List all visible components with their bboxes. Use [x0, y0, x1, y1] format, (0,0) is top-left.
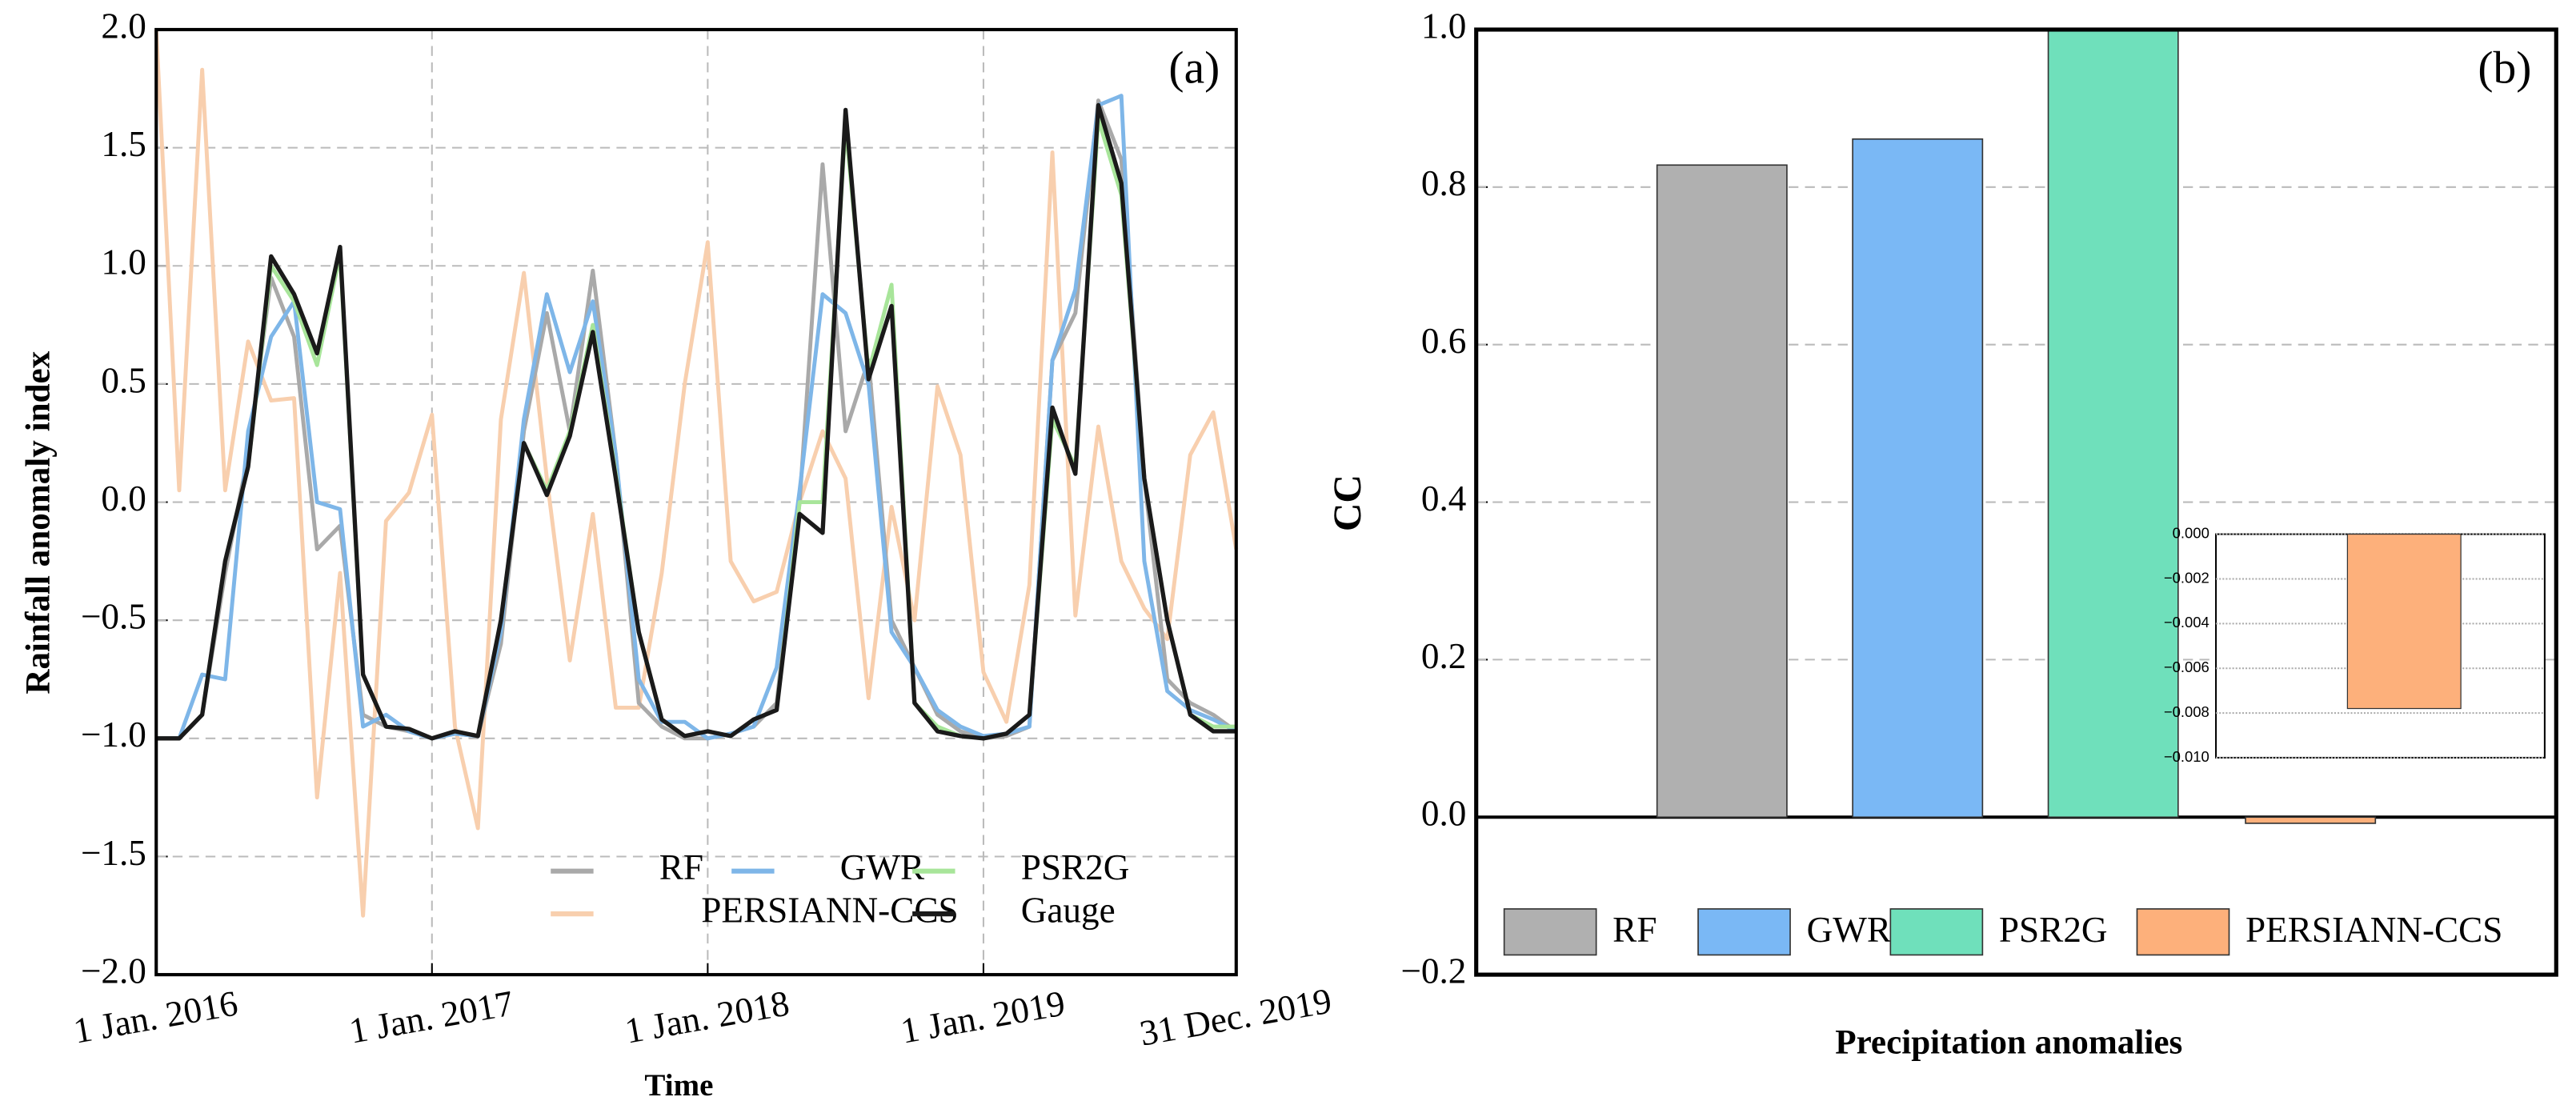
legend-swatch — [1697, 908, 1791, 956]
legend-label: GWR — [1807, 910, 1892, 950]
inset-tick-label: −0.002 — [2164, 569, 2209, 586]
line — [154, 29, 1239, 918]
y-tick-label: 0.0 — [101, 478, 146, 518]
annotation: (a) — [1168, 43, 1220, 94]
y-tick-label: −2.0 — [81, 951, 146, 991]
line — [156, 117, 1236, 741]
y-tick-label: 1.5 — [101, 124, 146, 164]
y-tick-label: 0.6 — [1421, 321, 1466, 361]
inset-tick-label: 0.000 — [2173, 524, 2209, 541]
y-tick-label: 1.0 — [1421, 6, 1466, 46]
bar — [1852, 138, 1984, 819]
bar — [2245, 816, 2377, 824]
x-tick-label: 1 Jan. 2017 — [347, 983, 517, 1051]
y-tick-label: 0.0 — [1421, 794, 1466, 834]
y-tick-label: 0.4 — [1421, 478, 1466, 518]
legend-label: PSR2G — [1021, 847, 1130, 887]
legend-label: RF — [659, 847, 703, 887]
inset-tick-label: −0.008 — [2164, 703, 2209, 720]
x-tick-label: 31 Dec. 2019 — [1136, 980, 1334, 1053]
legend-label: PSR2G — [1999, 910, 2108, 950]
legend-frame — [1488, 899, 2549, 965]
y-tick-label: 0.5 — [101, 360, 146, 400]
plot-frame — [154, 27, 1238, 977]
inset-tick-label: −0.006 — [2164, 659, 2209, 675]
x-tick-label: 1 Jan. 2016 — [70, 983, 241, 1051]
x-tick-label: 1 Jan. 2019 — [898, 983, 1068, 1051]
legend-swatch — [1889, 908, 1984, 956]
bar — [2047, 29, 2179, 819]
y-tick-label: −1.0 — [81, 715, 146, 755]
inset-bar — [2346, 533, 2462, 710]
y-tick-label: 0.8 — [1421, 163, 1466, 203]
y-tick-label: −0.2 — [1400, 951, 1466, 991]
y-tick-label: 2.0 — [101, 6, 146, 46]
legend-label: RF — [1613, 910, 1657, 950]
line — [156, 94, 1237, 741]
y-axis-label: Rainfall anomaly index — [19, 350, 57, 694]
legend-swatch — [1503, 908, 1597, 956]
y-tick-label: −1.5 — [81, 833, 146, 873]
bar — [1656, 164, 1788, 819]
line — [156, 102, 1236, 741]
plot-frame — [1474, 27, 2558, 977]
y-tick-label: −0.5 — [81, 597, 146, 637]
inset-tick-label: −0.004 — [2164, 614, 2209, 631]
x-axis-label: Precipitation anomalies — [1835, 1023, 2182, 1061]
annotation: (b) — [2478, 43, 2531, 94]
x-axis-label: Time — [644, 1068, 713, 1103]
line — [156, 98, 1238, 741]
legend-label: Gauge — [1021, 890, 1116, 930]
y-axis-label: CC — [1325, 474, 1369, 531]
x-tick-label: 1 Jan. 2018 — [622, 983, 792, 1051]
legend-swatch — [2136, 908, 2230, 956]
y-tick-label: 0.2 — [1421, 636, 1466, 676]
legend-label: GWR — [840, 847, 925, 887]
y-tick-label: 1.0 — [101, 242, 146, 282]
legend-label: PERSIANN-CCS — [701, 890, 958, 930]
inset-tick-label: −0.010 — [2164, 748, 2209, 765]
legend-label: PERSIANN-CCS — [2245, 910, 2502, 950]
